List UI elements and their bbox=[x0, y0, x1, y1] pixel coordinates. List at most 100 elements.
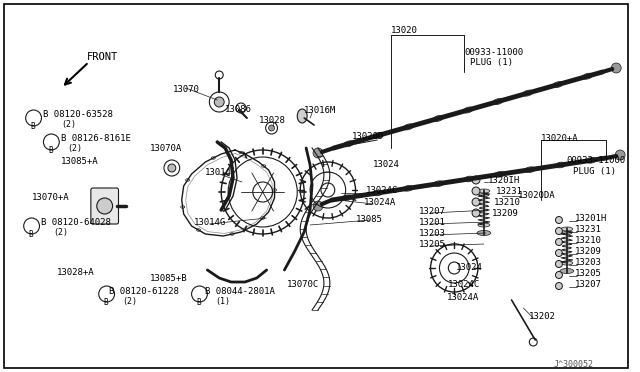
Ellipse shape bbox=[561, 261, 573, 265]
Ellipse shape bbox=[403, 186, 413, 191]
Text: 13231: 13231 bbox=[575, 225, 602, 234]
Text: 13202: 13202 bbox=[529, 312, 556, 321]
Text: 13028+A: 13028+A bbox=[57, 268, 95, 277]
Text: 13014: 13014 bbox=[204, 168, 231, 177]
Text: 13070+A: 13070+A bbox=[31, 193, 69, 202]
Circle shape bbox=[556, 238, 563, 246]
Circle shape bbox=[615, 150, 625, 160]
Ellipse shape bbox=[372, 190, 383, 196]
Circle shape bbox=[472, 209, 480, 217]
Text: 13085: 13085 bbox=[355, 215, 382, 224]
Text: 1320IH: 1320IH bbox=[488, 176, 520, 185]
Ellipse shape bbox=[552, 81, 563, 88]
Text: 13020D: 13020D bbox=[351, 132, 384, 141]
Text: B: B bbox=[29, 230, 33, 239]
Ellipse shape bbox=[582, 73, 593, 79]
Text: 13070: 13070 bbox=[173, 85, 200, 94]
Text: B 08044-2801A: B 08044-2801A bbox=[205, 287, 275, 296]
Ellipse shape bbox=[373, 132, 384, 138]
Text: B: B bbox=[104, 298, 108, 307]
Text: 13024: 13024 bbox=[456, 263, 483, 272]
Text: (2): (2) bbox=[122, 297, 138, 306]
Text: 13203: 13203 bbox=[575, 258, 602, 267]
Text: 13207: 13207 bbox=[419, 207, 445, 216]
Circle shape bbox=[472, 187, 480, 195]
Text: 13085+B: 13085+B bbox=[150, 274, 188, 283]
Ellipse shape bbox=[478, 189, 490, 193]
Circle shape bbox=[214, 97, 224, 107]
Circle shape bbox=[168, 164, 176, 172]
Circle shape bbox=[97, 198, 113, 214]
Ellipse shape bbox=[478, 223, 490, 227]
Ellipse shape bbox=[525, 167, 536, 173]
Text: 00933-11000: 00933-11000 bbox=[464, 48, 524, 57]
Ellipse shape bbox=[297, 109, 307, 123]
Circle shape bbox=[313, 148, 323, 158]
Text: 13085+A: 13085+A bbox=[61, 157, 99, 166]
Ellipse shape bbox=[342, 195, 353, 201]
Circle shape bbox=[556, 272, 563, 279]
Ellipse shape bbox=[433, 181, 444, 186]
Text: 13231: 13231 bbox=[496, 187, 523, 196]
Text: 13209: 13209 bbox=[575, 247, 602, 256]
Ellipse shape bbox=[463, 107, 474, 113]
Text: 13024C: 13024C bbox=[449, 280, 481, 289]
Text: B 08120-63528: B 08120-63528 bbox=[44, 110, 113, 119]
Text: J^300052: J^300052 bbox=[553, 360, 593, 369]
Text: 13020: 13020 bbox=[391, 26, 418, 35]
Text: 13209: 13209 bbox=[492, 209, 518, 218]
Text: 13205: 13205 bbox=[419, 240, 445, 249]
Text: 13201H: 13201H bbox=[575, 214, 607, 223]
Text: (2): (2) bbox=[61, 120, 76, 129]
Text: 13070C: 13070C bbox=[286, 280, 319, 289]
Text: 13024A: 13024A bbox=[446, 293, 479, 302]
Ellipse shape bbox=[464, 176, 474, 182]
Text: 13020+A: 13020+A bbox=[541, 134, 579, 143]
Circle shape bbox=[269, 125, 275, 131]
Text: (1): (1) bbox=[215, 297, 230, 306]
Circle shape bbox=[556, 282, 563, 289]
Text: B 08126-8161E: B 08126-8161E bbox=[61, 134, 131, 143]
Circle shape bbox=[313, 201, 323, 211]
Text: (2): (2) bbox=[67, 144, 82, 153]
Ellipse shape bbox=[556, 162, 566, 168]
Ellipse shape bbox=[562, 231, 572, 234]
Ellipse shape bbox=[433, 115, 444, 122]
Ellipse shape bbox=[560, 269, 574, 273]
Circle shape bbox=[556, 260, 563, 267]
Text: 13028: 13028 bbox=[259, 116, 285, 125]
Circle shape bbox=[611, 63, 621, 73]
Text: 13203: 13203 bbox=[419, 229, 445, 238]
FancyBboxPatch shape bbox=[91, 188, 118, 224]
Text: 13207: 13207 bbox=[575, 280, 602, 289]
Circle shape bbox=[556, 250, 563, 257]
Ellipse shape bbox=[493, 99, 503, 105]
Circle shape bbox=[556, 217, 563, 224]
Text: 13014G: 13014G bbox=[193, 218, 226, 227]
Circle shape bbox=[472, 176, 480, 184]
Text: B: B bbox=[196, 298, 201, 307]
Text: PLUG (1): PLUG (1) bbox=[470, 58, 513, 67]
Ellipse shape bbox=[561, 227, 573, 231]
Ellipse shape bbox=[522, 90, 533, 96]
Ellipse shape bbox=[479, 193, 489, 196]
Text: 13024: 13024 bbox=[373, 160, 400, 169]
Text: B 08120-61228: B 08120-61228 bbox=[109, 287, 179, 296]
Text: PLUG (1): PLUG (1) bbox=[573, 167, 616, 176]
Text: 13020DA: 13020DA bbox=[518, 191, 555, 200]
Ellipse shape bbox=[403, 124, 413, 130]
Text: 13210: 13210 bbox=[494, 198, 521, 207]
Ellipse shape bbox=[344, 141, 354, 147]
Text: 13016M: 13016M bbox=[304, 106, 337, 115]
Text: 13210: 13210 bbox=[575, 236, 602, 245]
Text: 13024A: 13024A bbox=[364, 198, 396, 207]
Ellipse shape bbox=[494, 171, 505, 177]
Ellipse shape bbox=[477, 231, 491, 235]
Text: 00933-11000: 00933-11000 bbox=[567, 156, 626, 165]
Text: 13070A: 13070A bbox=[150, 144, 182, 153]
Circle shape bbox=[556, 228, 563, 234]
Text: 13205: 13205 bbox=[575, 269, 602, 278]
Text: B 08120-64028: B 08120-64028 bbox=[42, 218, 111, 227]
Text: 13086: 13086 bbox=[225, 105, 252, 114]
Circle shape bbox=[472, 198, 480, 206]
